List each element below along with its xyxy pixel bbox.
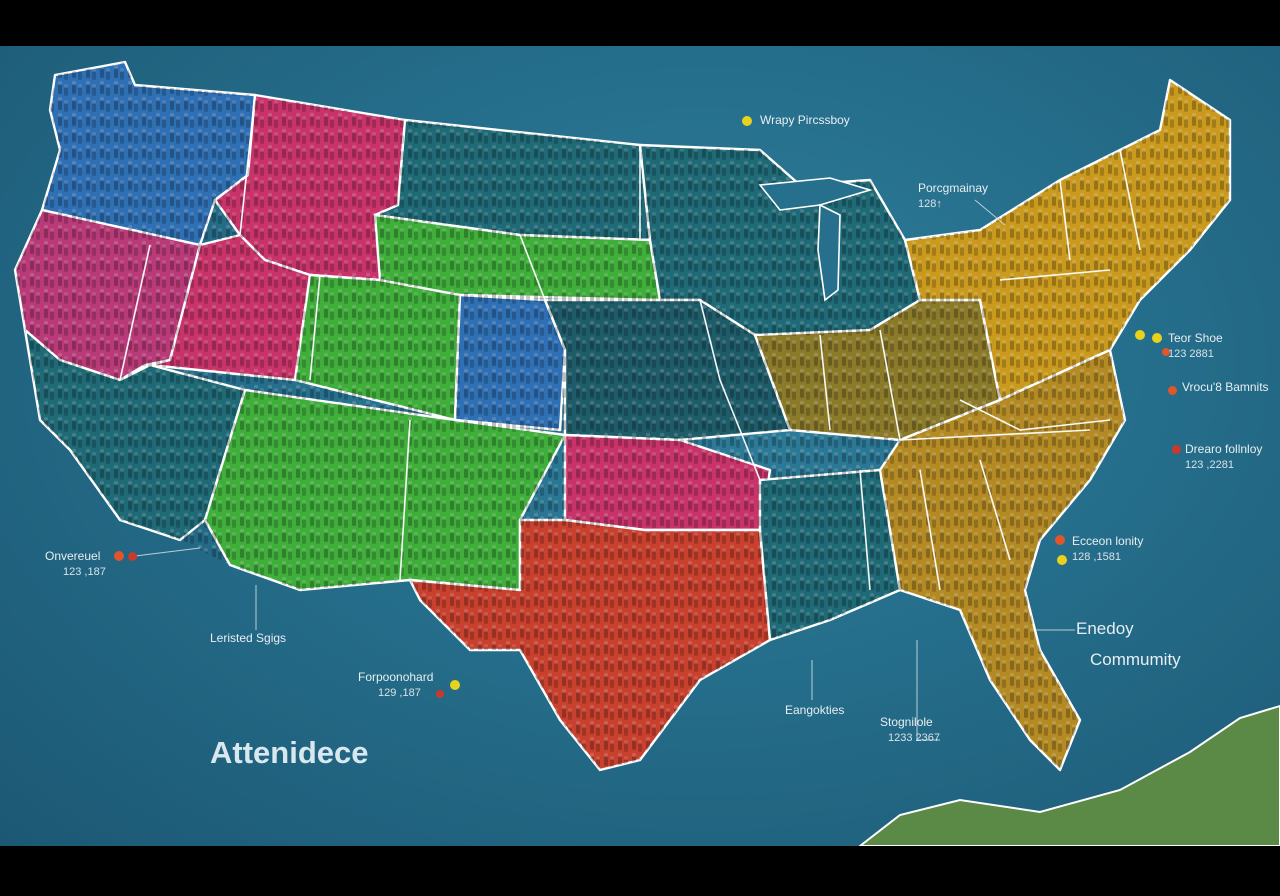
marker-dot [436, 690, 444, 698]
top-letterbox [0, 0, 1280, 46]
marker-dot [450, 680, 460, 690]
annotation-ne: Porcgmainay 128↑ [918, 181, 989, 210]
annotation-e3: Drearo follnloy 123 ,2281 [1185, 442, 1263, 471]
marker-dot [1135, 330, 1145, 340]
annotation-se: Ecceon lonity 128 ,1581 [1072, 534, 1144, 563]
marker-dot [1172, 445, 1181, 454]
marker-dot [742, 116, 752, 126]
annotation-w: Onvereuel 123 ,187 [45, 549, 106, 578]
marker-dot [1057, 555, 1067, 565]
lake-michigan [817, 203, 841, 302]
annotation-sw: Leristed Sgigs [210, 631, 287, 645]
side-label-1: Enedoy [1076, 619, 1134, 638]
side-label-2: Commumity [1090, 650, 1181, 669]
annotation-nw: Wrapy Pircssboy [760, 113, 850, 127]
marker-dot [1152, 333, 1162, 343]
marker-dot [128, 552, 137, 561]
annotation-e1: Teor Shoe 123 2881 [1168, 331, 1223, 360]
annotation-fl: Stognilole 1233 2367 [880, 715, 940, 744]
marker-dot [1162, 348, 1170, 356]
land-mass-south [857, 704, 1280, 847]
bottom-letterbox [0, 846, 1280, 896]
map-title: Attenidece [210, 735, 369, 770]
marker-dot [1055, 535, 1065, 545]
lake-superior [758, 177, 873, 211]
marker-dot [1168, 386, 1177, 395]
annotation-e2: Vrocu'8 Bamnits [1182, 380, 1269, 394]
annotation-s: Forpoonohard 129 ,187 [358, 670, 434, 699]
annotation-gulf: Eangokties [785, 703, 845, 717]
marker-dot [114, 551, 124, 561]
